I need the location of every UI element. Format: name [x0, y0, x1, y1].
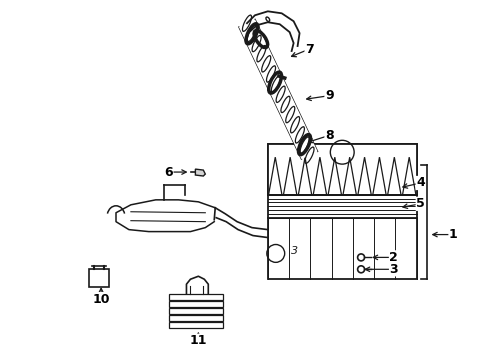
Text: 10: 10 [93, 293, 110, 306]
Text: 9: 9 [325, 89, 334, 102]
Text: 1: 1 [449, 228, 458, 241]
Polygon shape [196, 169, 205, 176]
Ellipse shape [247, 26, 252, 32]
Text: 4: 4 [416, 176, 425, 189]
Polygon shape [116, 200, 215, 231]
Ellipse shape [266, 17, 270, 22]
Text: 2: 2 [390, 251, 398, 264]
Text: 8: 8 [325, 129, 334, 142]
Polygon shape [268, 144, 416, 195]
Circle shape [358, 266, 365, 273]
Text: 11: 11 [190, 334, 207, 347]
Circle shape [358, 254, 365, 261]
Text: 6: 6 [164, 166, 173, 179]
Text: 3: 3 [390, 263, 398, 276]
Text: 3: 3 [291, 247, 298, 256]
Polygon shape [239, 19, 318, 159]
Text: 7: 7 [305, 42, 314, 55]
Text: 5: 5 [416, 197, 425, 210]
